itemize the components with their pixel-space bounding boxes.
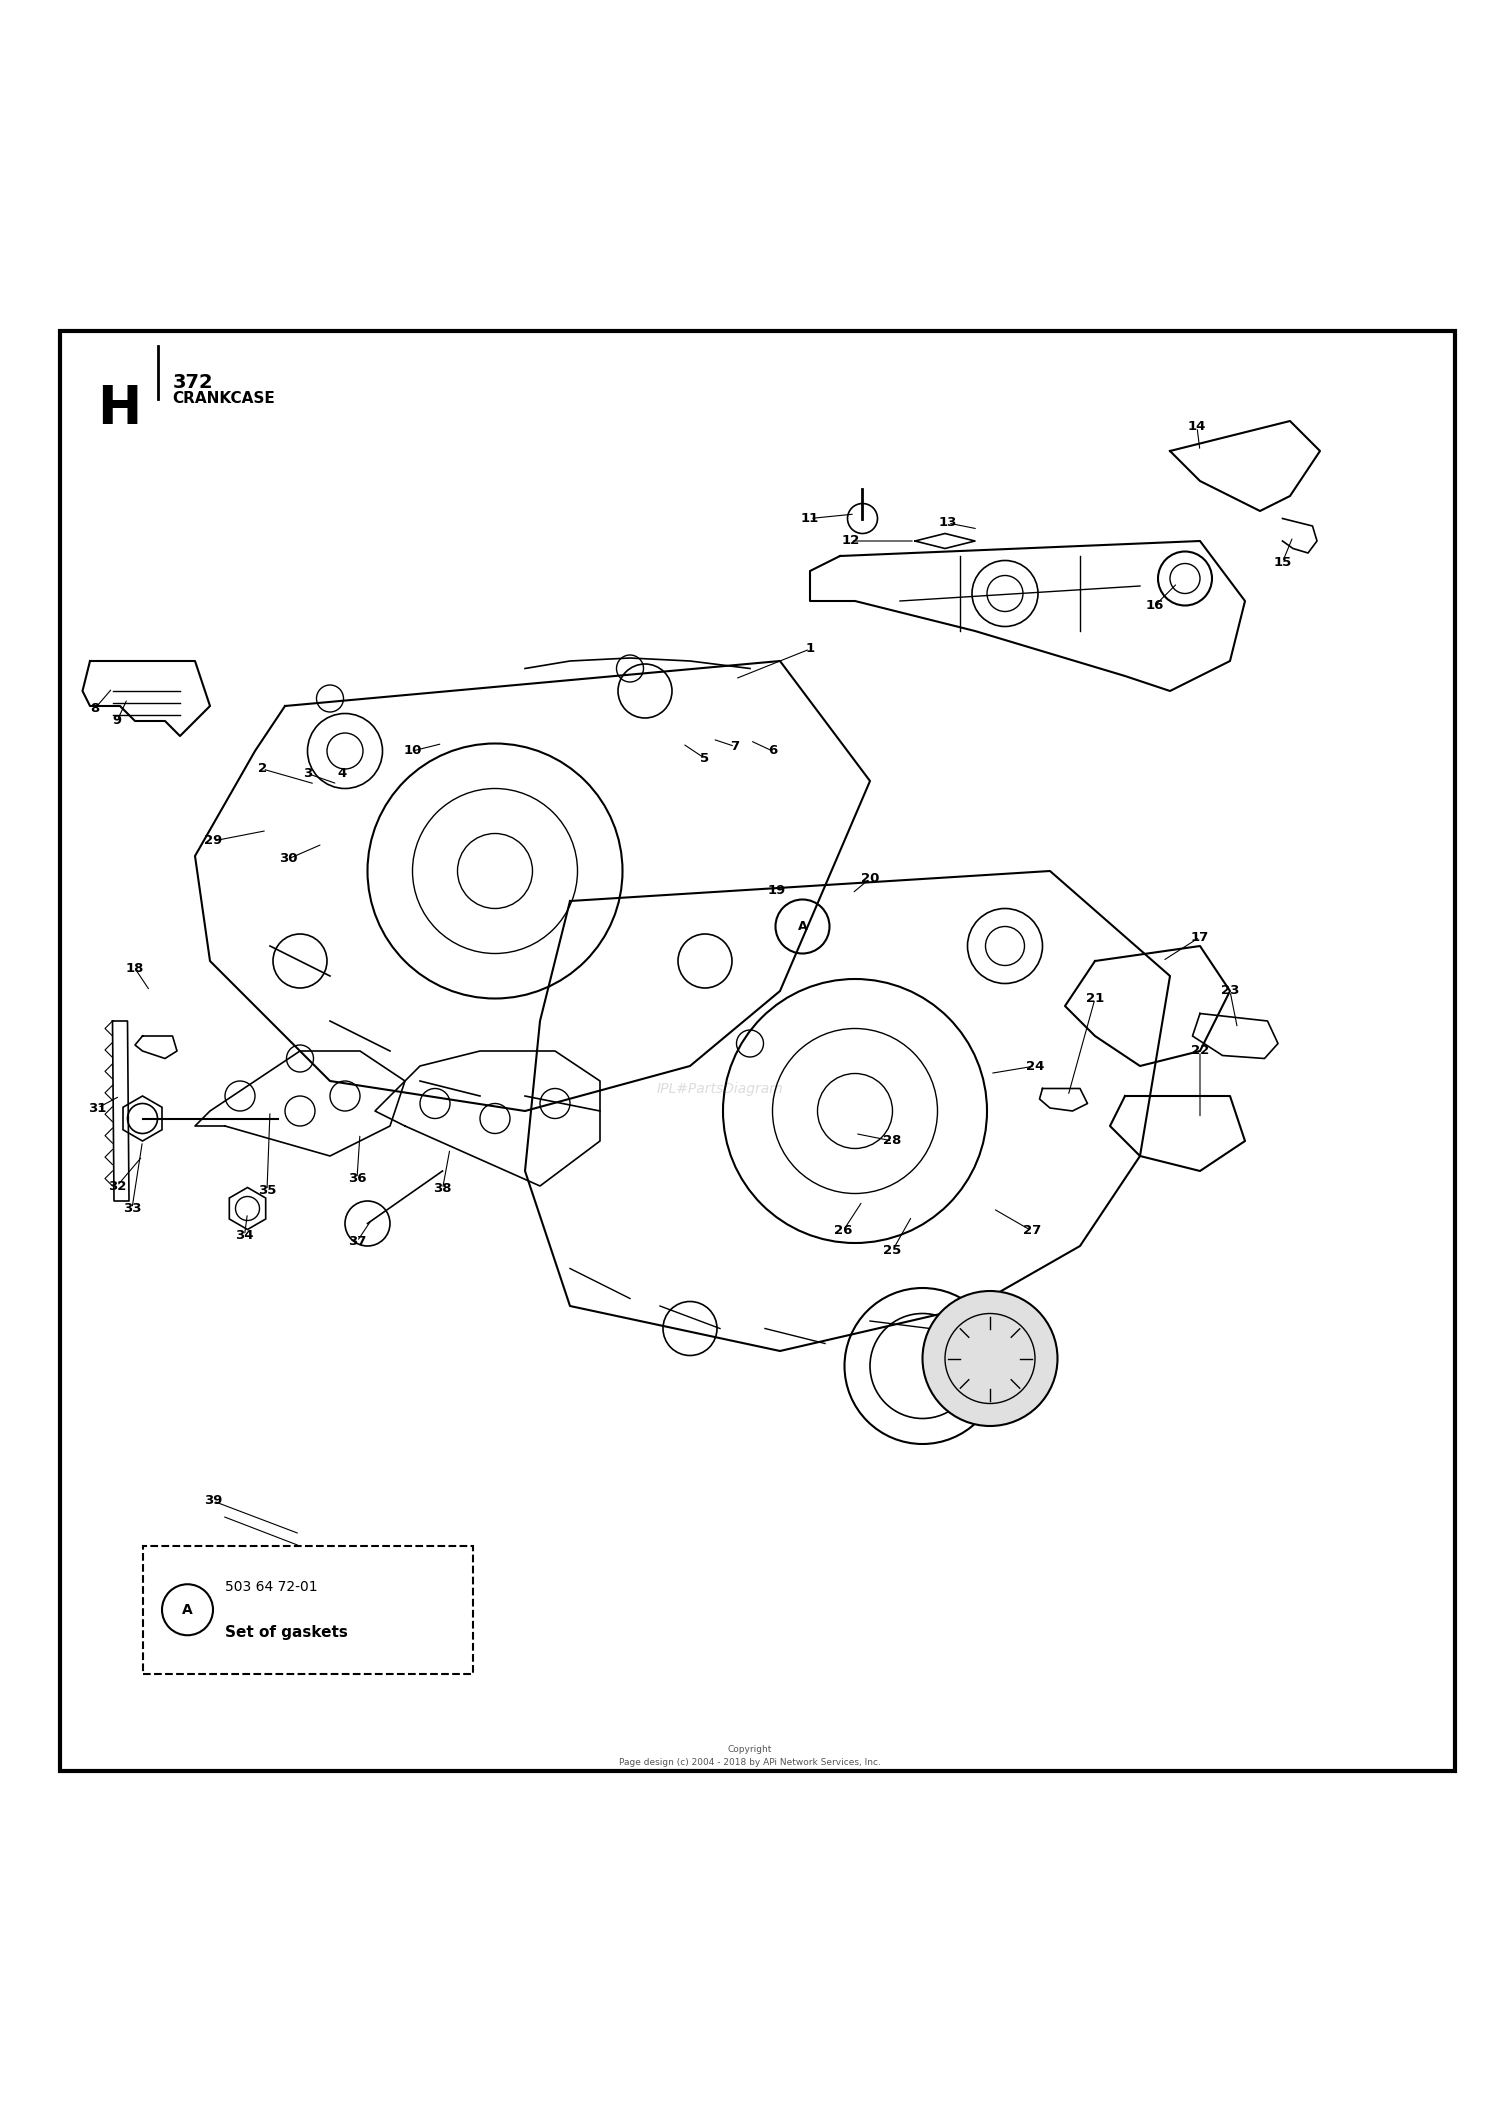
Text: 35: 35 xyxy=(258,1183,276,1196)
Text: 15: 15 xyxy=(1274,555,1292,568)
Text: 10: 10 xyxy=(404,744,422,757)
Text: CRANKCASE: CRANKCASE xyxy=(172,391,276,406)
Text: 16: 16 xyxy=(1146,599,1164,612)
Text: 13: 13 xyxy=(939,517,957,530)
Text: A: A xyxy=(798,921,807,933)
Text: 25: 25 xyxy=(884,1244,902,1257)
Text: Copyright
Page design (c) 2004 - 2018 by APi Network Services, Inc.: Copyright Page design (c) 2004 - 2018 by… xyxy=(620,1745,880,1768)
Text: 5: 5 xyxy=(700,753,709,765)
Text: 23: 23 xyxy=(1221,984,1239,998)
Text: 33: 33 xyxy=(123,1202,141,1215)
Text: 6: 6 xyxy=(768,744,777,757)
Text: 31: 31 xyxy=(88,1101,106,1114)
Text: 14: 14 xyxy=(1188,420,1206,433)
Text: 2: 2 xyxy=(258,763,267,776)
Text: 12: 12 xyxy=(842,534,860,547)
Text: 7: 7 xyxy=(730,740,740,753)
Text: 37: 37 xyxy=(348,1236,366,1249)
Text: 4: 4 xyxy=(338,767,346,780)
Text: 22: 22 xyxy=(1191,1045,1209,1057)
Text: 34: 34 xyxy=(236,1230,254,1242)
Text: 27: 27 xyxy=(1023,1225,1041,1238)
Text: 29: 29 xyxy=(204,834,222,847)
Text: 36: 36 xyxy=(348,1173,366,1186)
Circle shape xyxy=(922,1291,1058,1425)
Text: 3: 3 xyxy=(303,767,312,780)
Text: Set of gaskets: Set of gaskets xyxy=(225,1625,348,1640)
Text: 26: 26 xyxy=(834,1225,852,1238)
Text: 9: 9 xyxy=(112,715,122,727)
Text: 1: 1 xyxy=(806,643,814,656)
Text: 18: 18 xyxy=(126,963,144,975)
Text: 30: 30 xyxy=(279,853,297,866)
Text: 28: 28 xyxy=(884,1135,902,1148)
Text: 19: 19 xyxy=(768,885,786,898)
Text: 8: 8 xyxy=(90,702,99,715)
Text: IPL#PartsDiagram: IPL#PartsDiagram xyxy=(657,1083,783,1095)
Text: 372: 372 xyxy=(172,372,213,391)
Text: 503 64 72-01: 503 64 72-01 xyxy=(225,1581,318,1593)
Text: 21: 21 xyxy=(1086,992,1104,1005)
Text: H: H xyxy=(98,383,141,435)
Text: 24: 24 xyxy=(1026,1059,1044,1072)
Text: 20: 20 xyxy=(861,872,879,885)
Text: A: A xyxy=(182,1602,194,1616)
Text: 32: 32 xyxy=(108,1179,126,1192)
Text: 11: 11 xyxy=(801,513,819,526)
Text: 17: 17 xyxy=(1191,931,1209,944)
Text: 38: 38 xyxy=(433,1183,451,1196)
Text: 39: 39 xyxy=(204,1495,222,1507)
